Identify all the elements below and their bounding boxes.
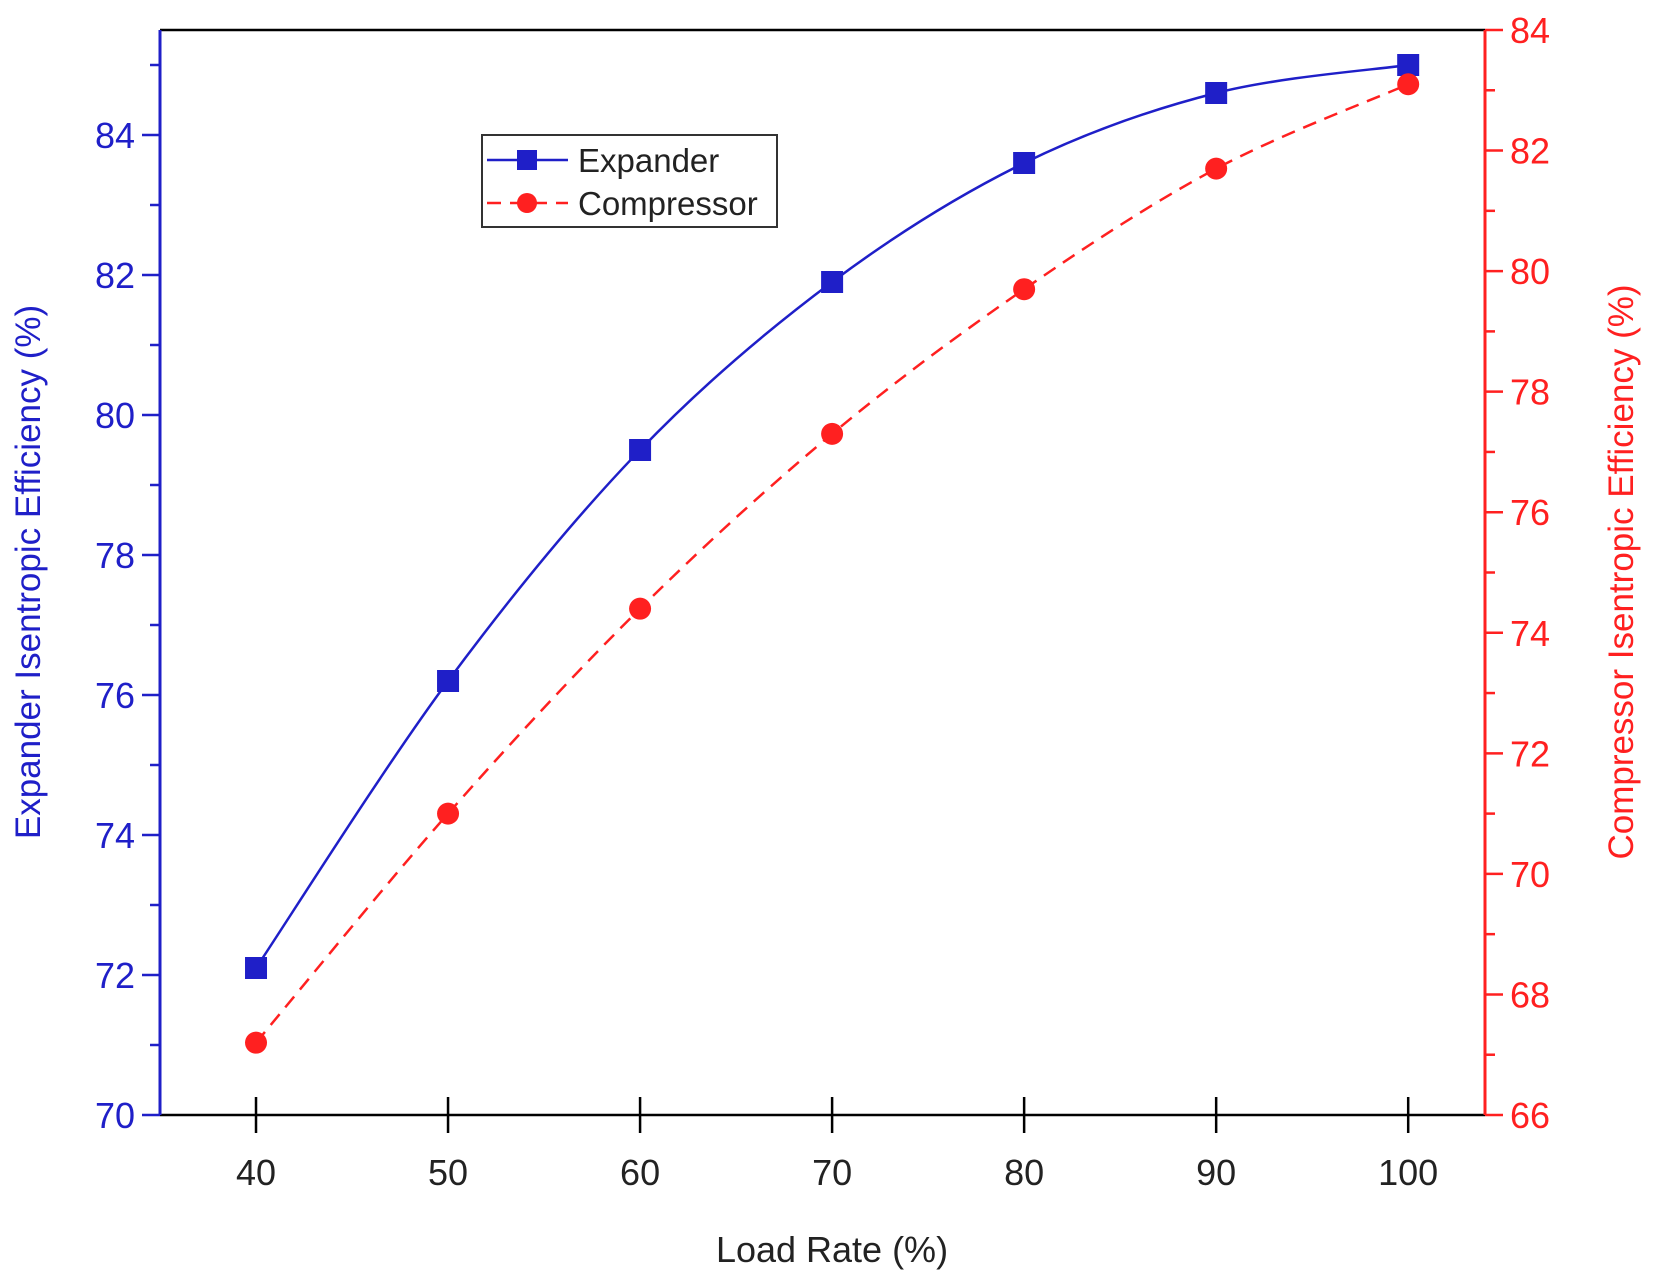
expander-point	[1013, 152, 1036, 174]
expander-point	[437, 670, 460, 692]
compressor-point	[1397, 73, 1420, 96]
left-axis-label: Expander Isentropic Efficiency (%)	[9, 305, 48, 839]
left-tick-label: 80	[95, 395, 135, 436]
right-tick-label: 80	[1510, 251, 1550, 292]
right-tick-label: 70	[1510, 854, 1550, 895]
right-tick-label: 68	[1510, 974, 1550, 1015]
plot-frame	[160, 30, 1485, 1115]
x-tick-label: 90	[1196, 1152, 1236, 1193]
right-tick-label: 74	[1510, 613, 1550, 654]
x-tick-label: 40	[236, 1152, 276, 1193]
left-tick-label: 72	[95, 955, 135, 996]
expander-point	[821, 271, 844, 293]
expander-point	[1397, 54, 1420, 76]
compressor-point	[821, 422, 844, 445]
right-tick-label: 72	[1510, 733, 1550, 774]
x-axis-label: Load Rate (%)	[716, 1229, 948, 1270]
expander-point	[629, 439, 652, 461]
right-axis-label: Compressor Isentropic Efficiency (%)	[1602, 284, 1641, 859]
legend-marker-expander	[517, 150, 537, 170]
compressor-point	[629, 597, 652, 620]
left-tick-label: 84	[95, 115, 135, 156]
legend-label-compressor: Compressor	[578, 185, 758, 222]
x-tick-label: 70	[812, 1152, 852, 1193]
left-tick-label: 74	[95, 815, 135, 856]
left-tick-label: 70	[95, 1095, 135, 1136]
series-line-expander	[254, 63, 1409, 969]
right-tick-label: 78	[1510, 372, 1550, 413]
compressor-point	[437, 802, 460, 825]
x-tick-label: 80	[1004, 1152, 1044, 1193]
expander-point	[1205, 82, 1228, 104]
right-tick-label: 66	[1510, 1095, 1550, 1136]
left-tick-label: 76	[95, 675, 135, 716]
left-tick-label: 78	[95, 535, 135, 576]
expander-point	[245, 957, 268, 979]
x-tick-label: 50	[428, 1152, 468, 1193]
legend-marker-compressor	[517, 193, 537, 213]
left-axis-ticks: 70 72 74 76 78 80 82 84	[95, 63, 160, 1136]
x-tick-label: 100	[1378, 1152, 1438, 1193]
series-markers	[245, 54, 1420, 1054]
right-tick-label: 84	[1510, 10, 1550, 51]
compressor-point	[1013, 278, 1036, 301]
compressor-point	[1205, 157, 1228, 180]
left-tick-label: 82	[95, 255, 135, 296]
right-tick-label: 82	[1510, 131, 1550, 172]
compressor-point	[245, 1031, 268, 1054]
x-axis-ticks: 40 50 60 70 80 90 100	[236, 1097, 1438, 1193]
x-tick-label: 60	[620, 1152, 660, 1193]
right-axis-ticks: 66 68 70 72 74 76 78 80 82 84	[1485, 10, 1550, 1136]
legend-label-expander: Expander	[578, 142, 719, 179]
legend: Expander Compressor	[481, 134, 778, 228]
right-tick-label: 76	[1510, 492, 1550, 533]
